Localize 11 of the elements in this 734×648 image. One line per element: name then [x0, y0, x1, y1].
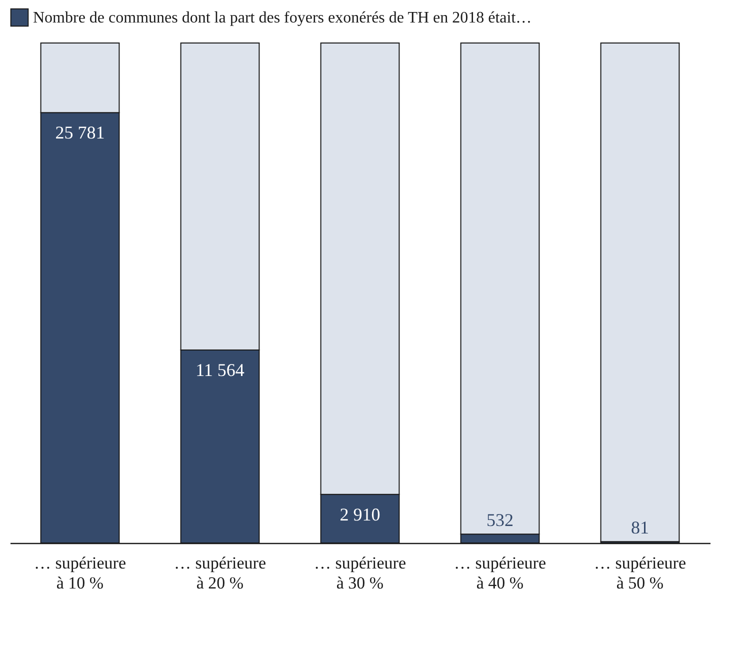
data-label: 2 910 — [340, 504, 380, 524]
x-tick-label: … supérieure à 30 % — [314, 554, 406, 592]
legend-label: Nombre de communes dont la part des foyers exonérés de TH en 2018 était… — [33, 10, 532, 26]
data-label: 25 781 — [55, 122, 105, 143]
x-tick-label: … supérieure à 10 % — [34, 554, 126, 592]
data-label: 11 564 — [196, 360, 244, 380]
x-tick-label: … supérieure à 50 % — [594, 554, 686, 592]
data-label: 532 — [486, 510, 514, 530]
x-tick-label: … supérieure à 20 % — [174, 554, 266, 592]
data-label: 81 — [631, 518, 649, 538]
x-tick-label: … supérieure à 40 % — [454, 554, 546, 592]
